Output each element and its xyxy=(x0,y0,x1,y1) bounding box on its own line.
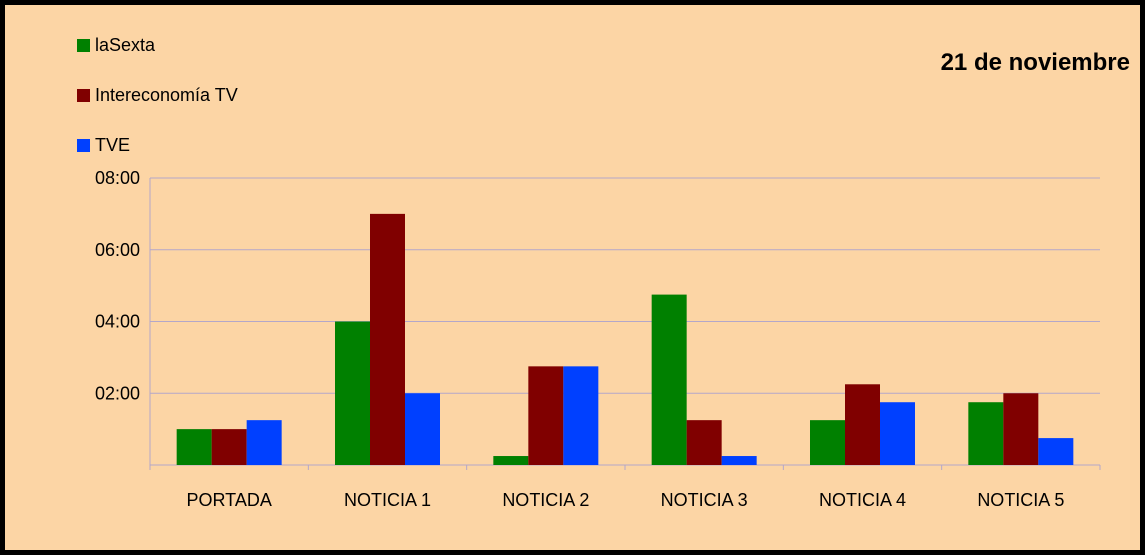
bar-tve-noticia-3 xyxy=(721,456,757,465)
bar-intereconomia-tv-noticia-5 xyxy=(1003,393,1039,465)
bar-intereconomia-tv-noticia-1 xyxy=(370,213,405,465)
legend-item-tve: TVE xyxy=(77,135,130,156)
legend-label: TVE xyxy=(95,135,131,155)
legend-label: laSexta xyxy=(95,35,156,55)
bar-lasexta-noticia-3 xyxy=(651,294,687,465)
x-tick-label: NOTICIA 1 xyxy=(344,490,431,510)
bar-intereconomia-tv-noticia-4 xyxy=(845,384,880,465)
bar-tve-noticia-4 xyxy=(880,402,915,465)
legend-item-intereconomia-tv: Intereconomía TV xyxy=(77,85,238,106)
legend-swatch xyxy=(77,89,90,102)
x-tick-label: NOTICIA 2 xyxy=(502,490,589,510)
legend-item-lasexta: laSexta xyxy=(77,35,155,56)
x-tick-label: NOTICIA 5 xyxy=(977,490,1064,510)
y-tick-label: 06:00 xyxy=(95,240,140,260)
bar-intereconomia-tv-noticia-3 xyxy=(686,420,722,465)
bar-tve-noticia-1 xyxy=(405,393,440,465)
bar-lasexta-noticia-2 xyxy=(493,456,529,465)
bar-lasexta-noticia-5 xyxy=(968,402,1004,465)
y-tick-label: 08:00 xyxy=(95,168,140,188)
x-tick-label: PORTADA xyxy=(186,490,271,510)
bar-tve-noticia-2 xyxy=(563,366,599,465)
y-tick-label: 04:00 xyxy=(95,312,140,332)
x-tick-label: NOTICIA 3 xyxy=(661,490,748,510)
bar-intereconomia-tv-noticia-2 xyxy=(528,366,564,465)
legend-label: Intereconomía TV xyxy=(95,85,238,105)
bar-lasexta-noticia-1 xyxy=(335,321,370,465)
bar-tve-portada xyxy=(246,420,282,465)
bar-tve-noticia-5 xyxy=(1038,438,1074,465)
chart-title: 21 de noviembre xyxy=(940,49,1130,76)
y-tick-label: 02:00 xyxy=(95,383,140,403)
x-tick-label: NOTICIA 4 xyxy=(819,490,906,510)
legend-swatch xyxy=(77,139,90,152)
bar-lasexta-portada xyxy=(176,429,212,465)
bar-lasexta-noticia-4 xyxy=(810,420,845,465)
bar-intereconomia-tv-portada xyxy=(211,429,247,465)
legend-swatch xyxy=(77,39,90,52)
